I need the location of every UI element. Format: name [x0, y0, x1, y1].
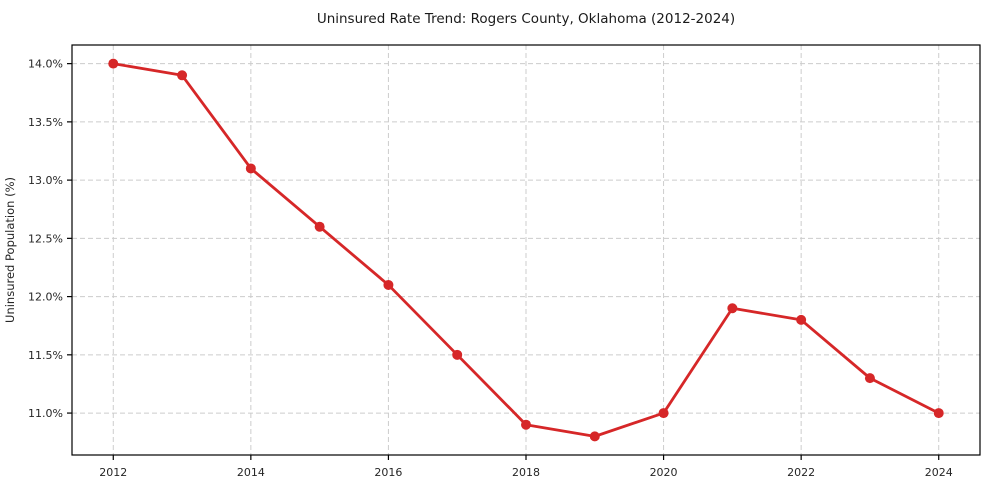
data-point-marker: [452, 349, 463, 360]
x-tick-label: 2022: [787, 466, 815, 479]
data-series: [108, 58, 944, 442]
y-tick-label: 12.5%: [28, 232, 63, 245]
data-point-marker: [177, 70, 188, 81]
data-point-marker: [864, 373, 875, 384]
y-tick-label: 13.5%: [28, 116, 63, 129]
y-axis-tick-labels: 11.0% 11.5% 12.0% 12.5% 13.0% 13.5% 14.0%: [28, 58, 63, 420]
data-point-marker: [589, 431, 600, 442]
data-point-marker: [521, 419, 531, 430]
axis-ticks: [67, 63, 940, 460]
y-axis-label: Uninsured Population (%): [3, 177, 17, 323]
x-tick-label: 2016: [374, 466, 402, 479]
x-tick-label: 2014: [237, 466, 265, 479]
chart-title: Uninsured Rate Trend: Rogers County, Okl…: [317, 11, 735, 27]
x-tick-label: 2018: [512, 466, 540, 479]
x-tick-label: 2020: [650, 466, 678, 479]
data-point-marker: [796, 314, 807, 325]
gridlines: [72, 45, 980, 455]
data-point-marker: [933, 408, 944, 419]
data-point-marker: [658, 408, 669, 419]
y-tick-label: 12.0%: [28, 291, 63, 304]
x-tick-label: 2024: [925, 466, 953, 479]
data-point-marker: [383, 279, 394, 290]
data-point-marker: [727, 303, 738, 314]
data-point-marker: [245, 163, 256, 174]
data-point-marker: [314, 221, 325, 232]
y-tick-label: 13.0%: [28, 174, 63, 187]
y-tick-label: 14.0%: [28, 58, 63, 71]
y-tick-label: 11.0%: [28, 407, 63, 420]
data-point-marker: [108, 58, 119, 69]
x-axis-tick-labels: 2012 2014 2016 2018 2020 2022 2024: [99, 466, 952, 479]
x-tick-label: 2012: [99, 466, 127, 479]
y-tick-label: 11.5%: [28, 349, 63, 362]
